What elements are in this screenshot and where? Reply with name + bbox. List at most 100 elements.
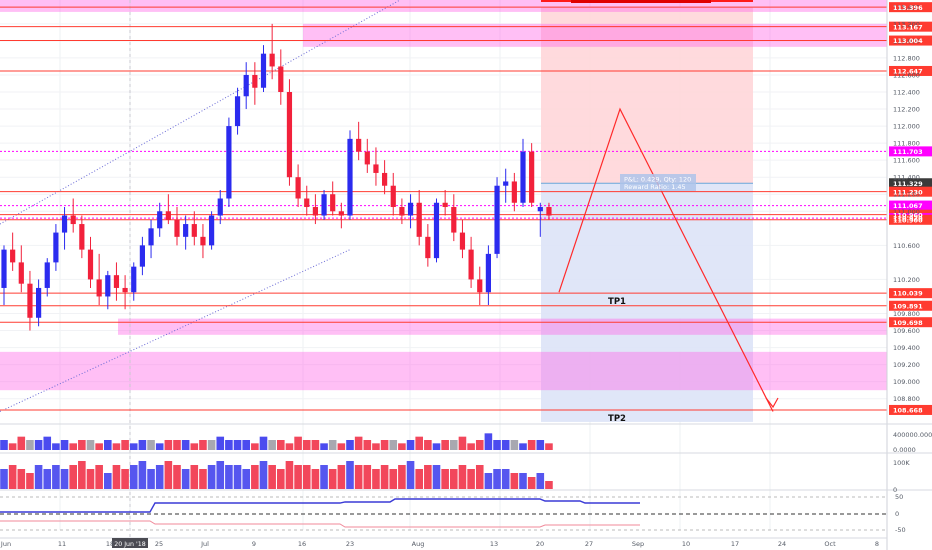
volume-bar [129, 443, 138, 450]
volume-bar [311, 440, 320, 450]
price-level-tag [889, 214, 932, 225]
volume-bar [78, 440, 86, 450]
volume-axis-label: 0.0000 [893, 446, 916, 454]
volume2-bar [199, 469, 207, 489]
candle-body [382, 172, 388, 186]
supply-demand-zone [118, 318, 887, 335]
volume-bar [363, 440, 372, 450]
candle-body [364, 151, 370, 165]
time-tick-label: 20 [536, 540, 544, 548]
price-tick-label: 112.800 [893, 54, 920, 62]
volume-bar [519, 443, 527, 450]
volume2-bar [415, 469, 423, 489]
volume-pane [0, 433, 553, 450]
volume2-bar [155, 465, 164, 489]
volume2-bar [406, 461, 415, 489]
volume2-bar [104, 473, 112, 489]
volume2-bar [26, 473, 34, 489]
volume2-bar [8, 465, 17, 489]
volume-bar [251, 443, 259, 450]
volume2-bar [285, 461, 294, 489]
candle-body [226, 126, 232, 199]
volume2-bar [432, 465, 441, 489]
price-tick-label: 112.000 [893, 123, 920, 131]
volume2-bar [458, 465, 467, 489]
price-level-tag-text: 109.698 [893, 319, 923, 327]
volume2-bar [277, 469, 285, 489]
volume-bar [527, 440, 536, 450]
price-level-tag-text: 113.396 [893, 4, 923, 12]
volume-bar [26, 440, 34, 450]
volume-bar [190, 443, 199, 450]
price-level-tag [889, 317, 932, 328]
volume2-axis-label: 100K [893, 459, 910, 467]
candle-body [131, 266, 137, 293]
time-tick-label: Oct [824, 540, 836, 548]
time-tick-label: 27 [585, 540, 593, 548]
volume-bar [121, 440, 129, 450]
volume2-bar [484, 473, 493, 489]
volume-bar [95, 443, 103, 450]
candle-body [356, 138, 362, 152]
volume2-bar [0, 469, 8, 489]
volume2-bar [545, 481, 553, 489]
candle-body [407, 202, 414, 216]
price-tick-label: 113.200 [893, 20, 920, 28]
candles [1, 23, 552, 331]
oscillator-line-1 [0, 498, 640, 513]
candle-body [511, 181, 517, 203]
volume2-bar [501, 469, 510, 489]
volume-bar [52, 443, 60, 450]
time-tick-label: Jun [0, 540, 11, 548]
price-level-tag-text: 111.329 [893, 180, 923, 188]
oscillator-axis-label: 50 [895, 493, 903, 501]
candle-body [295, 177, 301, 199]
candle-body [174, 219, 180, 237]
volume2-bar [268, 465, 276, 489]
candle-body [260, 53, 267, 88]
candle-body [390, 185, 396, 208]
volume2-bar [52, 465, 60, 489]
volume2-bar [259, 461, 268, 489]
candle-body [44, 262, 50, 288]
price-tick-label: 111.000 [893, 208, 920, 216]
candle-body [122, 287, 128, 293]
candle-body [157, 211, 163, 229]
volume-bar [302, 440, 311, 450]
volume2-bar [467, 469, 475, 489]
time-tick-label: 13 [490, 540, 498, 548]
candle-body [503, 181, 509, 186]
volume-bar [60, 440, 69, 450]
price-level-tag [889, 146, 932, 157]
volume2-bar [441, 469, 449, 489]
price-tick-label: 110.600 [893, 242, 920, 250]
price-tick-label: 109.600 [893, 327, 920, 335]
volume-bar [406, 440, 415, 450]
volume2-bar [147, 469, 155, 489]
price-level-tag-text: 111.230 [893, 188, 923, 196]
volume-bar [69, 443, 77, 450]
time-tick-label: Sep [632, 540, 644, 548]
volume-bar [441, 440, 449, 450]
volume2-bar [190, 465, 199, 489]
candle-body [191, 224, 197, 237]
price-level-tag-text: 113.167 [893, 23, 923, 31]
time-tick-label: 18 [106, 540, 114, 548]
candle-body [243, 74, 249, 97]
volume2-bar [337, 465, 346, 489]
volume-bar [199, 440, 207, 450]
candle-body [399, 207, 405, 216]
price-level-tag-text: 110.920 [893, 215, 923, 223]
top-zone [0, 0, 887, 12]
candle-body [234, 96, 241, 127]
price-level-tag [889, 300, 932, 311]
candle-body [485, 253, 491, 293]
volume2-bar [346, 461, 354, 489]
candle-body [451, 207, 457, 233]
price-tick-label: 111.600 [893, 157, 920, 165]
price-tick-label: 111.800 [893, 140, 920, 148]
volume-bar [450, 440, 458, 450]
position-stop-zone [541, 7, 753, 184]
price-level-tag [889, 200, 932, 211]
price-tick-label: 111.200 [893, 191, 920, 199]
